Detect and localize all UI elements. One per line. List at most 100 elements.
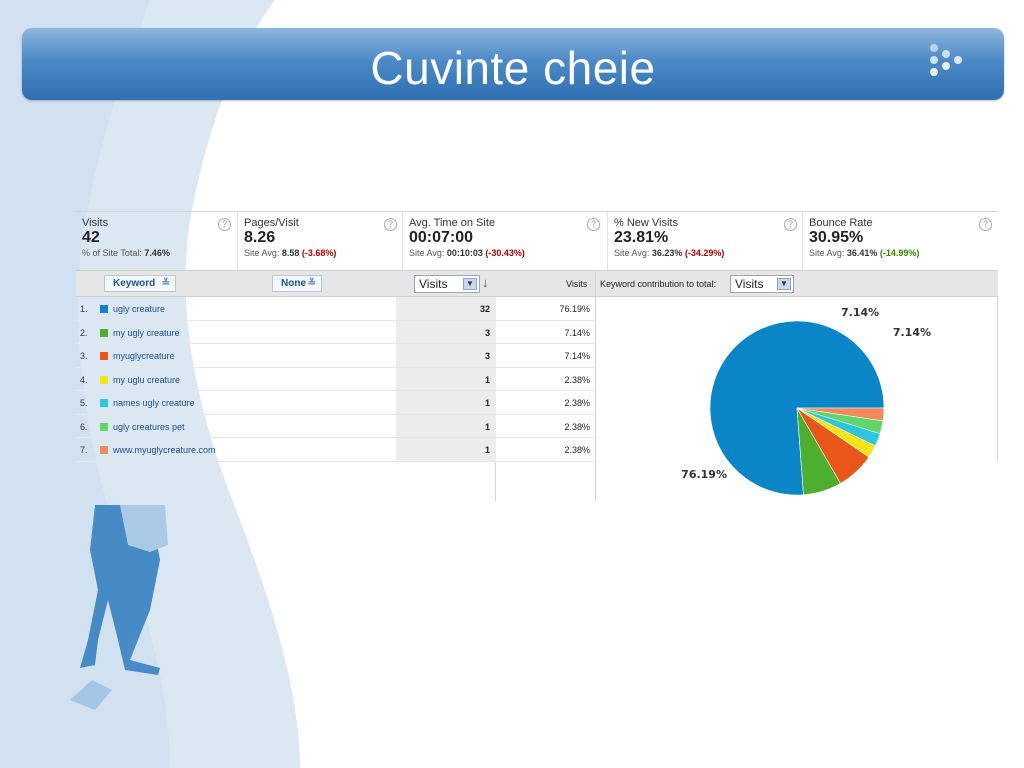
metric-bounce-rate: Bounce Rate 30.95% Site Avg: 36.41% (-14… — [803, 212, 998, 271]
row-number: 1. — [80, 304, 88, 314]
dropdown-arrow-icon: ▼ — [777, 278, 791, 290]
visits-cell: 3 — [396, 320, 496, 343]
metric-pages-per-visit: Pages/Visit 8.26 Site Avg: 8.58 (-3.68%)… — [238, 212, 403, 271]
row-number: 5. — [80, 398, 88, 408]
dropdown-arrow-icon: ▼ — [463, 278, 477, 290]
pie-slice[interactable] — [709, 320, 885, 496]
visits-value: 1 — [484, 421, 490, 432]
visits-percent: 2.38% — [564, 445, 590, 455]
help-icon[interactable]: ? — [979, 218, 992, 231]
keyword-link[interactable]: my uglu creature — [113, 374, 181, 385]
primary-dimension-button[interactable]: Keyword ≚ — [104, 275, 176, 292]
metric-label: % New Visits — [614, 217, 678, 229]
visits-cell: 1 — [396, 391, 496, 414]
row-number: 2. — [80, 327, 88, 338]
visits-percent: 2.38% — [564, 374, 590, 385]
metric-label: Pages/Visit — [244, 217, 299, 229]
legend-swatch — [100, 446, 108, 454]
help-icon[interactable]: ? — [587, 218, 600, 231]
table-row: 1. ugly creature 32 76.19% — [76, 297, 596, 321]
title-bar: Cuvinte cheie — [22, 28, 1004, 100]
walking-person-illustration — [70, 505, 168, 710]
secondary-dimension-button[interactable]: None ≚ — [272, 275, 322, 292]
metric-sub: Site Avg: 8.58 (-3.68%) — [244, 248, 337, 258]
metric-avg-time-on-site: Avg. Time on Site 00:07:00 Site Avg: 00:… — [403, 212, 608, 271]
visits-percent: 76.19% — [559, 304, 590, 314]
visits-cell: 32 — [396, 297, 496, 320]
visits-value: 1 — [484, 445, 490, 455]
table-row: 7. www.myuglycreature.com 1 2.38% — [76, 438, 596, 462]
visits-cell: 3 — [396, 344, 496, 367]
pie-slice[interactable] — [796, 407, 885, 422]
visits-column-header[interactable]: Visits — [566, 279, 588, 289]
keyword-table: 1. ugly creature 32 76.19% 2. my ugly cr… — [76, 297, 596, 462]
metric-visits: Visits 42 % of Site Total: 7.46% ? — [76, 212, 238, 271]
visits-percent: 7.14% — [564, 327, 590, 338]
metric-label: Avg. Time on Site — [409, 217, 496, 229]
pie-data-label: 7.14% — [893, 326, 931, 339]
legend-swatch — [100, 375, 108, 384]
metric-value: 23.81% — [614, 229, 669, 246]
table-row: 4. my uglu creature 1 2.38% — [76, 367, 596, 391]
contribution-metric-select[interactable]: Visits ▼ — [730, 275, 794, 293]
keyword-link[interactable]: ugly creature — [113, 304, 166, 314]
metrics-summary: Visits 42 % of Site Total: 7.46% ? Pages… — [76, 211, 998, 271]
column-divider — [997, 297, 998, 461]
contribution-label: Keyword contribution to total: — [600, 279, 717, 289]
keyword-link[interactable]: names ugly creature — [113, 398, 195, 408]
metric-value: 00:07:00 — [409, 229, 474, 246]
keyword-link[interactable]: myuglycreature — [113, 351, 175, 361]
legend-swatch — [100, 422, 108, 431]
keyword-link[interactable]: ugly creatures pet — [113, 421, 185, 432]
row-number: 4. — [80, 374, 88, 385]
metric-value: 30.95% — [809, 229, 864, 246]
metric-sub: Site Avg: 36.23% (-34.29%) — [614, 248, 725, 258]
legend-swatch — [100, 305, 108, 313]
table-row: 6. ugly creatures pet 1 2.38% — [76, 414, 596, 438]
keyword-link[interactable]: my ugly creature — [113, 327, 180, 338]
analytics-panel: Visits 42 % of Site Total: 7.46% ? Pages… — [76, 211, 998, 501]
metric-value: 42 — [82, 229, 100, 246]
legend-swatch — [100, 352, 108, 360]
help-icon[interactable]: ? — [384, 218, 397, 231]
visits-value: 3 — [484, 351, 490, 361]
legend-swatch — [100, 399, 108, 407]
table-row: 3. myuglycreature 3 7.14% — [76, 344, 596, 368]
metric-label: Bounce Rate — [809, 217, 873, 229]
table-row: 2. my ugly creature 3 7.14% — [76, 320, 596, 344]
row-number: 3. — [80, 351, 88, 361]
column-divider — [595, 270, 596, 501]
visits-cell: 1 — [396, 414, 496, 437]
metric-new-visits: % New Visits 23.81% Site Avg: 36.23% (-3… — [608, 212, 803, 271]
help-icon[interactable]: ? — [218, 218, 231, 231]
help-icon[interactable]: ? — [784, 218, 797, 231]
sort-metric-select[interactable]: Visits ▼ — [414, 275, 480, 293]
metric-sub: Site Avg: 00:10:03 (-30.43%) — [409, 248, 525, 258]
visits-value: 1 — [484, 374, 490, 385]
keyword-link[interactable]: www.myuglycreature.com — [113, 445, 216, 455]
metric-value: 8.26 — [244, 229, 276, 246]
pie-data-label: 76.19% — [681, 468, 727, 481]
contribution-pie-chart: 76.19% 7.14% 7.14% — [681, 306, 931, 496]
contribution-pie-area: 76.19% 7.14% 7.14% — [596, 297, 998, 501]
pie-data-label: 7.14% — [841, 306, 879, 319]
sort-descending-icon[interactable]: ↓ — [482, 275, 489, 290]
dots-logo-icon — [930, 44, 962, 76]
legend-swatch — [100, 328, 108, 337]
row-number: 7. — [80, 445, 88, 455]
visits-percent: 2.38% — [564, 398, 590, 408]
row-number: 6. — [80, 421, 88, 432]
metric-sub: % of Site Total: 7.46% — [82, 248, 170, 258]
visits-cell: 1 — [396, 367, 496, 390]
visits-cell: 1 — [396, 438, 496, 461]
metric-label: Visits — [82, 217, 109, 229]
table-row: 5. names ugly creature 1 2.38% — [76, 391, 596, 415]
visits-value: 3 — [484, 327, 490, 338]
table-controls: Keyword ≚ None ≚ Visits ▼ ↓ Visits Keyword… — [76, 270, 998, 297]
visits-percent: 2.38% — [564, 421, 590, 432]
visits-value: 32 — [479, 304, 490, 314]
chevron-down-icon: ≚ — [307, 278, 316, 289]
visits-value: 1 — [484, 398, 490, 408]
metric-sub: Site Avg: 36.41% (-14.99%) — [809, 248, 920, 258]
